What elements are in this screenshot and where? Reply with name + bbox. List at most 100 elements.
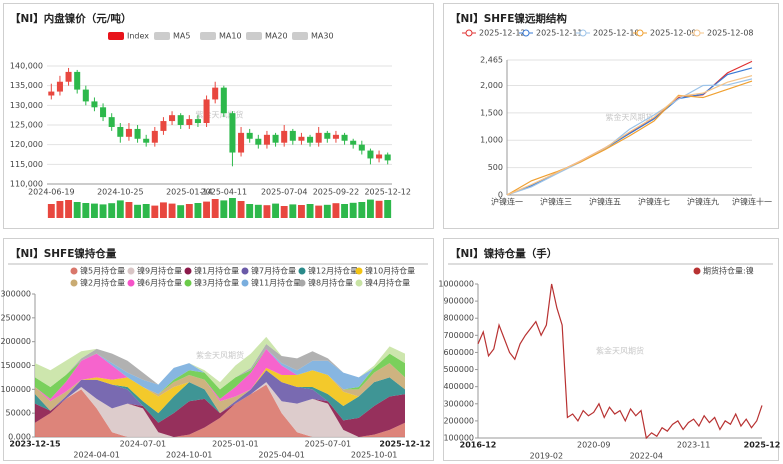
candle-body (160, 121, 167, 131)
legend-label: 镍10月持仓量 (365, 266, 415, 276)
panel-frame (3, 238, 434, 461)
y-tick-label: 500 (488, 163, 503, 172)
series-line (506, 78, 753, 196)
legend-swatch (200, 32, 216, 40)
candle-body (108, 117, 115, 127)
y-tick-label: 0.000 (8, 433, 31, 442)
x-tick-label: 2025-10-01 (351, 451, 398, 460)
candle-body (350, 140, 357, 145)
volume-bar (384, 200, 392, 218)
volume-bar (185, 204, 193, 218)
legend-label: 镍6月持仓量 (137, 278, 182, 288)
legend-label: 镍2月持仓量 (80, 278, 125, 288)
legend-swatch (70, 279, 78, 287)
chart-title: 【NI】内盘镍价（元/吨） (10, 12, 132, 25)
y-tick-label: 100000 (443, 434, 474, 443)
y-tick-label: 700000 (443, 331, 474, 340)
candle-body (151, 130, 158, 143)
legend-label: 镍4月持仓量 (365, 278, 410, 288)
candle-body (246, 132, 253, 139)
volume-bar (211, 199, 219, 218)
x-tick-label: 2022-04 (630, 452, 663, 461)
candle-body (220, 87, 227, 114)
legend-label: 期货持仓量:镍 (703, 266, 754, 276)
watermark: 紫金天风期货 (196, 350, 244, 360)
x-tick-label: 2019-02 (530, 452, 563, 461)
x-tick-label: 2025-01-14 (166, 188, 213, 197)
volume-bar (254, 204, 262, 218)
candle-body (134, 128, 141, 139)
series-line (506, 67, 753, 196)
x-tick-label: 沪镍连十一 (732, 197, 772, 207)
candle-body (289, 130, 296, 141)
legend-swatch (292, 32, 308, 40)
candle-body (203, 99, 210, 124)
candle-body (48, 91, 55, 96)
legend-swatch (184, 279, 192, 287)
candle-body (91, 101, 98, 108)
stacked-area (35, 382, 405, 437)
legend-swatch (127, 279, 135, 287)
candle-body (384, 154, 391, 161)
x-tick-label: 2025-04-11 (201, 188, 248, 197)
volume-bar (134, 204, 142, 218)
stacked-area (35, 348, 405, 402)
y-tick-label: 1,500 (480, 108, 503, 117)
legend-label: MA5 (173, 32, 190, 41)
candle-body (177, 115, 184, 125)
stacked-area (35, 344, 405, 390)
volume-bar (246, 204, 254, 218)
candle-body (65, 71, 72, 82)
legend-label: 镍8月持仓量 (308, 278, 353, 288)
chart-title: 【NI】镍持仓量（手） (450, 247, 557, 260)
legend-swatch (636, 29, 644, 37)
x-tick-label: 2025-04-01 (258, 451, 305, 460)
legend-swatch (522, 29, 530, 37)
legend-label: 2025-12-09 (650, 29, 697, 38)
chart-title: 【NI】SHFE镍远期结构 (450, 12, 567, 25)
legend-label: 2025-12-08 (707, 29, 754, 38)
volume-bar (142, 204, 150, 218)
volume-bar (263, 205, 271, 218)
stacked-area (35, 382, 405, 437)
volume-bar (108, 203, 116, 218)
legend-label: 2025-12-12 (479, 29, 526, 38)
y-tick-label: 100000 (0, 385, 31, 394)
x-tick-label: 沪镍连七 (638, 197, 670, 207)
legend-swatch (579, 29, 587, 37)
y-tick-label: 130,000 (10, 101, 43, 110)
candle-body (82, 89, 89, 102)
y-tick-label: 115,000 (10, 160, 43, 169)
legend-label: 镍5月持仓量 (80, 266, 125, 276)
candle-body (281, 130, 288, 143)
volume-bar (289, 204, 297, 218)
volume-bar (159, 202, 167, 218)
x-tick-label: 2024-10-25 (97, 188, 144, 197)
legend-label: 镍3月持仓量 (194, 278, 239, 288)
volume-bar (220, 200, 228, 218)
candle-body (332, 134, 339, 139)
y-tick-label: 140,000 (10, 62, 43, 71)
candle-body (376, 154, 383, 159)
candle-body (100, 107, 107, 118)
volume-bar (47, 204, 55, 218)
watermark: 紫金天风期货 (606, 112, 654, 122)
candle-body (263, 134, 270, 145)
volume-bar (125, 202, 133, 218)
volume-bar (375, 200, 383, 218)
series-line (477, 283, 763, 440)
chart-title: 【NI】SHFE镍持仓量 (10, 247, 117, 260)
series-line (506, 60, 753, 196)
x-tick-label: 2025-07-04 (261, 188, 308, 197)
candle-body (255, 138, 262, 145)
volume-bar (177, 205, 185, 218)
x-tick-label: 2016-12 (460, 441, 497, 450)
candle-body (358, 144, 365, 151)
series-line (506, 75, 753, 196)
series-line (506, 80, 753, 196)
x-tick-label: 2025-12-12 (379, 440, 430, 449)
x-tick-label: 沪镍连一 (491, 197, 523, 207)
legend-label: Index (127, 32, 149, 41)
stacked-area (35, 363, 405, 414)
